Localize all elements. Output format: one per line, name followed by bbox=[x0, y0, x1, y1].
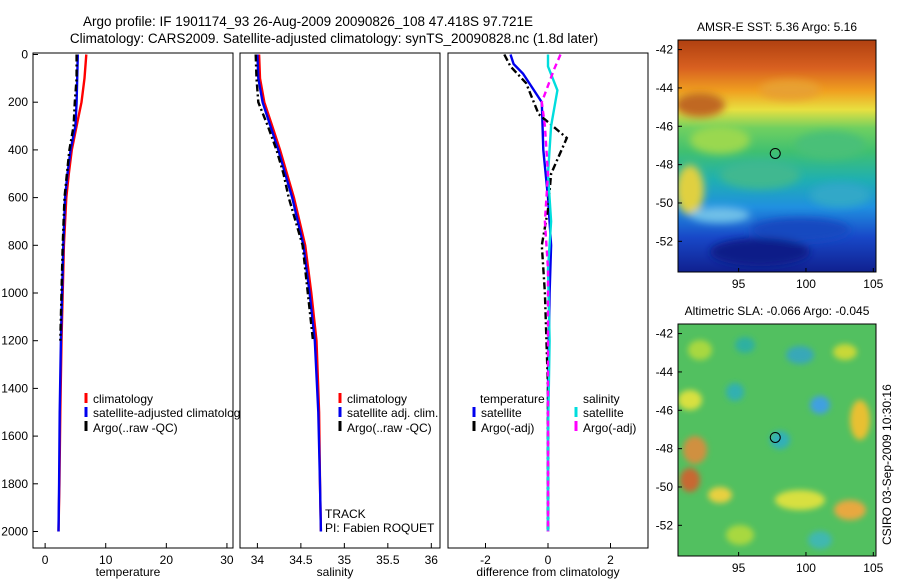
diff-legend-sal-satellite: satellite bbox=[583, 406, 624, 420]
temp-xtick-label: 30 bbox=[220, 553, 234, 567]
sal-xtick-label: 36 bbox=[425, 553, 439, 567]
diff-legend-salinity-header: salinity bbox=[583, 392, 620, 406]
depth-tick-label: 1400 bbox=[1, 381, 28, 395]
sla-lat-tick-label: -44 bbox=[656, 365, 674, 379]
difference-panel: -2 0 2 difference from climatology tempera… bbox=[447, 52, 649, 579]
sst-lat-tick-label: -44 bbox=[656, 81, 674, 95]
temp-xtick-label: 20 bbox=[160, 553, 174, 567]
salinity-xlabel: salinity bbox=[317, 565, 354, 579]
pi-annotation: PI: Fabien ROQUET bbox=[325, 521, 435, 535]
sal-series-satellite-adj-clim- bbox=[256, 54, 323, 532]
depth-tick-label: 200 bbox=[8, 95, 28, 109]
difference-legend: temperature satellite Argo(-adj) salinit… bbox=[472, 392, 636, 435]
sst-lon-tick-label: 100 bbox=[796, 277, 816, 291]
sst-lat-tick-label: -48 bbox=[656, 158, 674, 172]
depth-tick-label: 0 bbox=[21, 48, 28, 62]
depth-tick-label: 400 bbox=[8, 143, 28, 157]
sst-argo-marker bbox=[769, 147, 781, 159]
diff-legend-temp-satellite: satellite bbox=[481, 406, 522, 420]
temp-xtick-label: 0 bbox=[42, 553, 49, 567]
credit-stamp: CSIRO 03-Sep-2009 10:30:16 bbox=[880, 384, 894, 545]
diff-xtick-label: -2 bbox=[480, 553, 491, 567]
depth-tick-label: 1800 bbox=[1, 477, 28, 491]
temperature-axes-frame bbox=[32, 52, 234, 549]
diff-xtick-label: 0 bbox=[545, 553, 552, 567]
difference-xlabel: difference from climatology bbox=[476, 565, 619, 579]
sla-lon-tick-label: 95 bbox=[732, 561, 746, 575]
diff-legend-sal-argo: Argo(-adj) bbox=[583, 421, 636, 435]
sal-series-argo-raw-qc- bbox=[254, 54, 315, 341]
temp-xtick-label: 10 bbox=[99, 553, 113, 567]
diff-xtick-label: 2 bbox=[607, 553, 614, 567]
sla-map-title: Altimetric SLA: -0.066 Argo: -0.045 bbox=[685, 304, 870, 318]
salinity-legend: climatology satellite adj. clim. Argo(..… bbox=[338, 392, 438, 435]
depth-tick-label: 2000 bbox=[1, 525, 28, 539]
temp-series-argo-raw-qc- bbox=[59, 54, 78, 341]
sst-lon-tick-label: 105 bbox=[863, 277, 883, 291]
sla-lon-tick-label: 100 bbox=[796, 561, 816, 575]
diff-series-temperature-argo-adj- bbox=[503, 53, 569, 532]
temperature-legend: climatology satellite-adjusted climatolo… bbox=[84, 392, 246, 435]
sal-legend-argo: Argo(..raw -QC) bbox=[347, 421, 432, 435]
sla-map-frame bbox=[677, 323, 877, 557]
figure-title-line2: Climatology: CARS2009. Satellite-adjuste… bbox=[70, 31, 598, 46]
sst-lat-tick-label: -42 bbox=[656, 43, 674, 57]
temp-legend-satellite: satellite-adjusted climatology bbox=[93, 406, 246, 420]
sst-map-title: AMSR-E SST: 5.36 Argo: 5.16 bbox=[697, 20, 857, 34]
depth-tick-label: 1600 bbox=[1, 429, 28, 443]
sal-xtick-label: 34.5 bbox=[289, 553, 313, 567]
sla-lat-tick-label: -50 bbox=[656, 480, 674, 494]
figure-title-line1: Argo profile: IF 1901174_93 26-Aug-2009 … bbox=[83, 14, 533, 29]
sal-legend-satellite: satellite adj. clim. bbox=[347, 406, 438, 420]
sst-lat-tick-label: -46 bbox=[656, 119, 674, 133]
depth-tick-label: 1000 bbox=[1, 286, 28, 300]
sla-lat-tick-label: -52 bbox=[656, 518, 674, 532]
sst-map-panel: AMSR-E SST: 5.36 Argo: 5.16 95 100 105 -42 -… bbox=[656, 20, 884, 291]
sal-xtick-label: 35 bbox=[338, 553, 352, 567]
diff-legend-temp-argo: Argo(-adj) bbox=[481, 421, 534, 435]
sst-lat-tick-label: -52 bbox=[656, 234, 674, 248]
depth-tick-label: 1200 bbox=[1, 334, 28, 348]
sla-lon-tick-label: 105 bbox=[863, 561, 883, 575]
track-annotation: TRACK bbox=[325, 507, 366, 521]
sla-lat-tick-label: -42 bbox=[656, 327, 674, 341]
diff-series-salinity-satellite bbox=[546, 54, 559, 532]
temperature-panel: 0 10 20 30 0 200 400 600 800 1000 1200 1400 1600 180… bbox=[1, 48, 246, 580]
sst-heatmap bbox=[678, 40, 876, 272]
depth-tick-label: 800 bbox=[8, 238, 28, 252]
sal-xtick-label: 34 bbox=[251, 553, 265, 567]
temp-series-satellite-adjusted-climatology bbox=[57, 54, 79, 532]
sla-map-panel: Altimetric SLA: -0.066 Argo: -0.045 bbox=[656, 304, 884, 575]
salinity-panel: 34 34.5 35 35.5 36 salinity climatology sate… bbox=[239, 52, 441, 579]
temp-legend-argo: Argo(..raw -QC) bbox=[93, 421, 178, 435]
sal-legend-climatology: climatology bbox=[347, 392, 407, 406]
sla-lat-tick-label: -48 bbox=[656, 442, 674, 456]
sst-lon-tick-label: 95 bbox=[732, 277, 746, 291]
temperature-xlabel: temperature bbox=[96, 565, 161, 579]
sst-lat-tick-label: -50 bbox=[656, 196, 674, 210]
sla-lat-tick-label: -46 bbox=[656, 403, 674, 417]
sst-map-frame bbox=[677, 39, 877, 273]
sla-argo-marker bbox=[769, 431, 781, 443]
diff-legend-temperature-header: temperature bbox=[480, 392, 545, 406]
depth-tick-label: 600 bbox=[8, 191, 28, 205]
sla-heatmap bbox=[678, 324, 876, 556]
sal-xtick-label: 35.5 bbox=[376, 553, 400, 567]
diff-series-salinity-argo-adj- bbox=[540, 54, 562, 532]
temp-legend-climatology: climatology bbox=[93, 392, 153, 406]
